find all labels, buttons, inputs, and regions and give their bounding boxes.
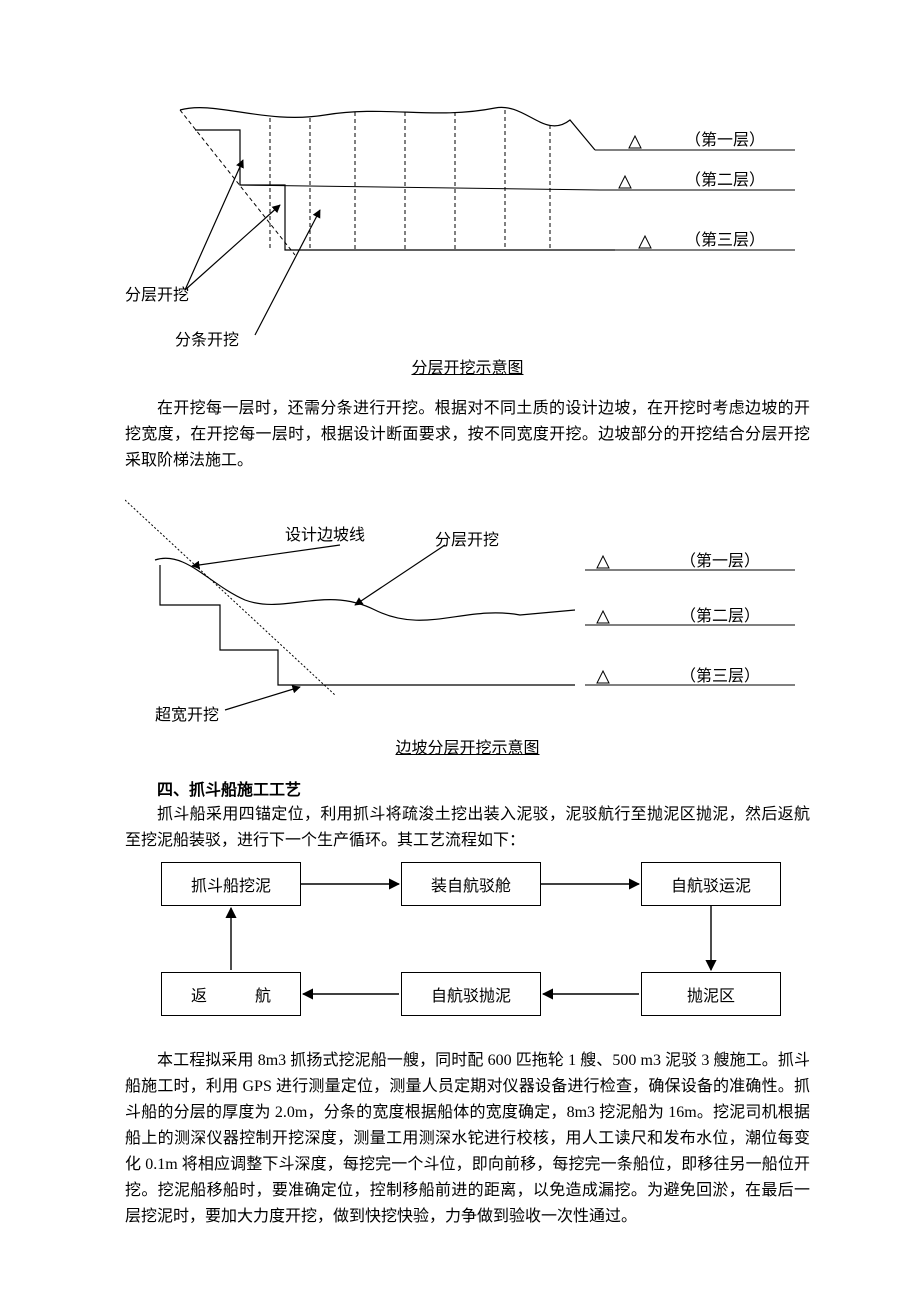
flow-node-n1: 抓斗船挖泥 [161, 862, 301, 906]
flow-node-n2: 装自航驳舱 [401, 862, 541, 906]
flow-node-n5: 自航驳抛泥 [401, 972, 541, 1016]
flow-node-n6: 抛泥区 [641, 972, 781, 1016]
diagram2-layer1-label: （第一层） [680, 552, 760, 570]
diagram2-layer2-label: （第二层） [680, 607, 760, 625]
diagram1-svg: （第一层） （第二层） （第三层） 分层开挖 分条开挖 [125, 90, 805, 350]
diagram2-caption: 边坡分层开挖示意图 [125, 734, 810, 758]
paragraph1: 在开挖每一层时，还需分条进行开挖。根据对不同土质的设计边坡，在开挖时考虑边坡的开… [125, 396, 810, 474]
diagram2-split-layer-label: 分层开挖 [435, 531, 499, 549]
diagram1-layer1-label: （第一层） [685, 131, 765, 149]
diagram1-split-strip-label: 分条开挖 [175, 331, 239, 349]
diagram2-svg: 设计边坡线 分层开挖 （第一层） （第二层） （第三层） 超宽开挖 [125, 490, 805, 730]
flow-node-n3: 自航驳运泥 [641, 862, 781, 906]
section4-intro: 抓斗船采用四锚定位，利用抓斗将疏浚土挖出装入泥驳，泥驳航行至抛泥区抛泥，然后返航… [125, 802, 810, 854]
diagram2-overwidth-label: 超宽开挖 [155, 706, 219, 724]
diagram2-layer3-label: （第三层） [680, 667, 760, 685]
diagram1-layer2-label: （第二层） [685, 171, 765, 189]
diagram1-split-layer-label: 分层开挖 [125, 286, 189, 304]
flowchart: 抓斗船挖泥 装自航驳舱 自航驳运泥返 航 自航驳抛泥 抛泥区 [141, 862, 801, 1032]
section4-title: 四、抓斗船施工工艺 [125, 776, 810, 800]
flow-node-n4: 返 航 [161, 972, 301, 1016]
diagram2-design-label: 设计边坡线 [285, 526, 365, 544]
page: （第一层） （第二层） （第三层） 分层开挖 分条开挖 分层开挖示意图 在开挖每… [0, 0, 920, 1306]
diagram1-caption: 分层开挖示意图 [125, 354, 810, 378]
diagram1-layer3-label: （第三层） [685, 231, 765, 249]
section4-body: 本工程拟采用 8m3 抓扬式挖泥船一艘，同时配 600 匹拖轮 1 艘、500 … [125, 1048, 810, 1230]
